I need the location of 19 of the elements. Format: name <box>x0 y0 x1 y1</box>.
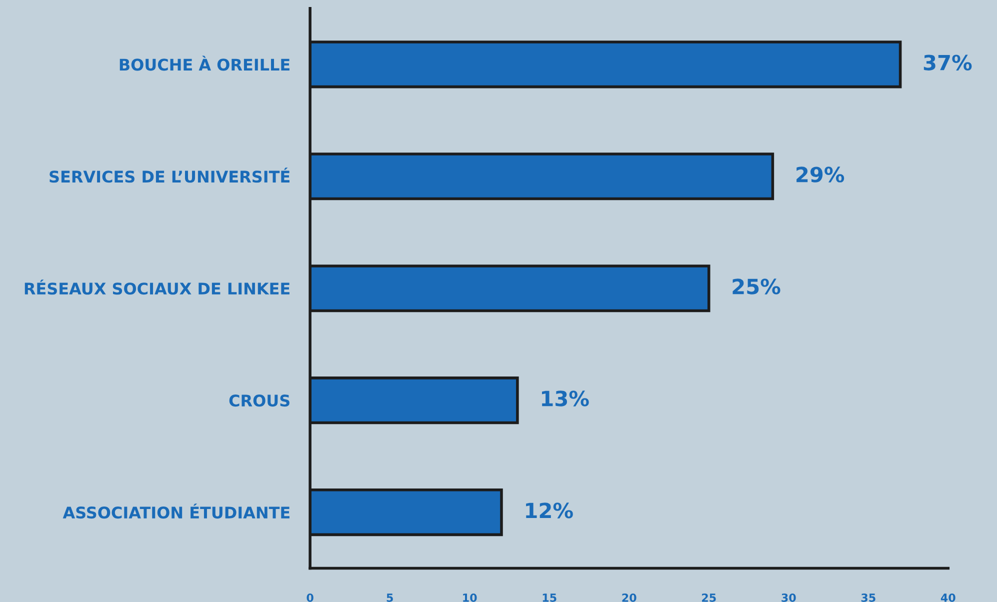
x-tick-label: 35 <box>861 593 876 602</box>
x-tick-label: 20 <box>622 593 636 602</box>
data-label: 25% <box>732 278 780 294</box>
x-tick-label: 40 <box>940 593 956 602</box>
y-tick-label: RÉSEAUX SOCIAUX DE LINKEE <box>24 280 290 295</box>
x-tick-label: 15 <box>542 594 556 602</box>
x-tick-label: 25 <box>702 593 716 602</box>
x-tick-label: 30 <box>782 593 796 602</box>
data-label: 29% <box>796 166 844 182</box>
y-tick-label: ASSOCIATION ÉTUDIANTE <box>62 504 290 519</box>
data-label: 12% <box>526 502 573 518</box>
data-label: 13% <box>542 390 589 406</box>
y-tick-label: CROUS <box>229 394 290 407</box>
y-tick-label: BOUCHE À OREILLE <box>120 56 290 71</box>
data-label: 37% <box>924 54 972 70</box>
x-tick-label: 10 <box>463 593 477 602</box>
y-tick-label: SERVICES DE L’UNIVERSITÉ <box>50 168 290 183</box>
x-tick-label: 0 <box>306 593 314 602</box>
x-tick-label: 5 <box>386 594 393 602</box>
